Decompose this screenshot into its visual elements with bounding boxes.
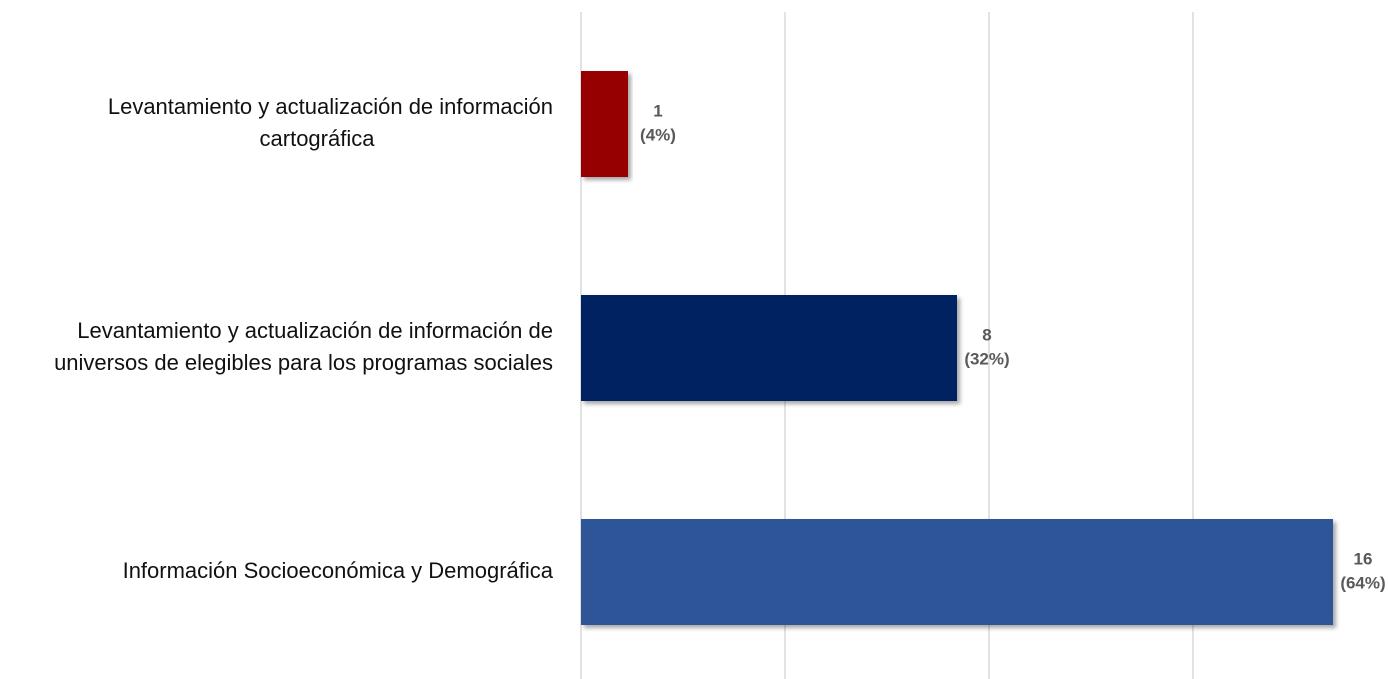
data-label-percent: (4%) <box>640 125 676 144</box>
bar <box>581 295 957 401</box>
data-label: 8 <box>982 325 991 344</box>
bar <box>581 71 628 177</box>
data-label-percent: (64%) <box>1340 573 1385 592</box>
category-label: Información Socioeconómica y Demográfica <box>123 558 554 583</box>
category-label: cartográfica <box>260 126 376 151</box>
category-label: Levantamiento y actualización de informa… <box>77 318 553 343</box>
data-label: 1 <box>653 101 662 120</box>
data-label-percent: (32%) <box>964 349 1009 368</box>
category-label: Levantamiento y actualización de informa… <box>108 94 553 119</box>
bar <box>581 519 1333 625</box>
category-label: universos de elegibles para los programa… <box>54 350 553 375</box>
data-label: 16 <box>1354 549 1373 568</box>
